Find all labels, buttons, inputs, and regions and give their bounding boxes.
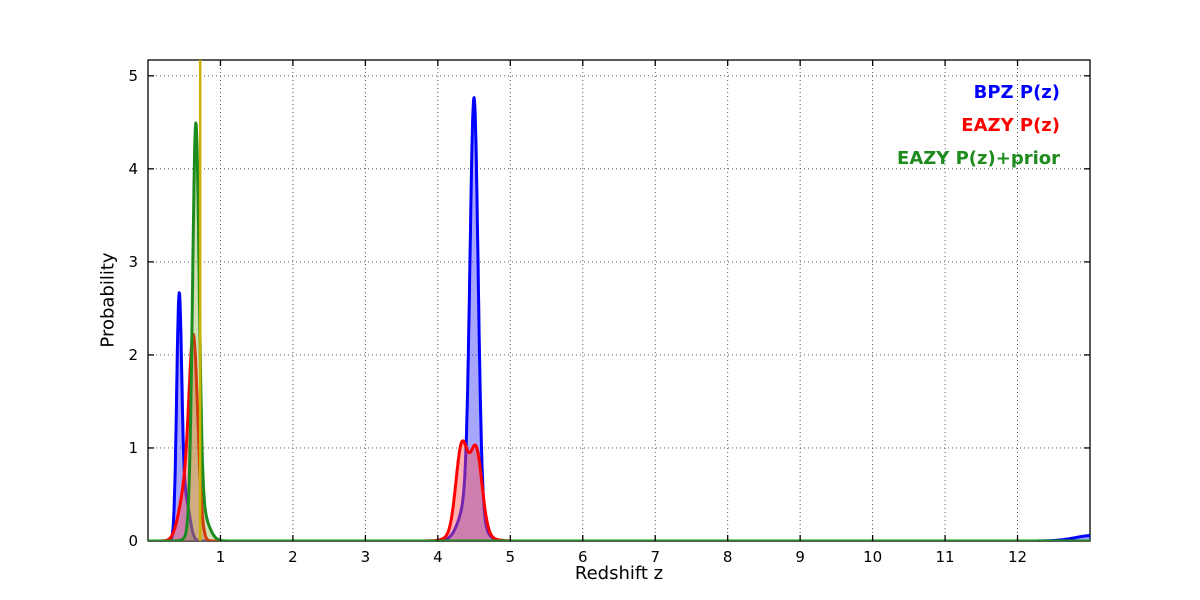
y-tick-label: 5 (128, 67, 138, 85)
y-tick-label: 3 (128, 253, 138, 271)
y-tick-label: 2 (128, 346, 138, 364)
x-tick-label: 1 (216, 548, 226, 566)
legend-item-eazy-prior: EAZY P(z)+prior (897, 148, 1060, 169)
x-tick-label: 6 (578, 548, 588, 566)
x-tick-label: 9 (795, 548, 805, 566)
x-tick-label: 12 (1008, 548, 1027, 566)
legend-item-bpz: BPZ P(z) (973, 82, 1060, 103)
x-tick-label: 11 (936, 548, 955, 566)
legend: BPZ P(z) EAZY P(z) EAZY P(z)+prior (897, 76, 1060, 175)
x-tick-label: 2 (288, 548, 298, 566)
x-tick-label: 8 (723, 548, 733, 566)
x-axis-label: Redshift z (574, 563, 664, 584)
x-tick-label: 4 (433, 548, 443, 566)
y-tick-label: 1 (128, 439, 138, 457)
x-tick-label: 3 (361, 548, 371, 566)
x-tick-label: 5 (506, 548, 516, 566)
y-tick-label: 4 (128, 160, 138, 178)
y-axis-label: Probability (97, 252, 119, 348)
y-tick-label: 0 (128, 532, 138, 550)
x-tick-label: 10 (863, 548, 882, 566)
legend-item-eazy: EAZY P(z) (961, 115, 1060, 136)
x-tick-label: 7 (650, 548, 660, 566)
